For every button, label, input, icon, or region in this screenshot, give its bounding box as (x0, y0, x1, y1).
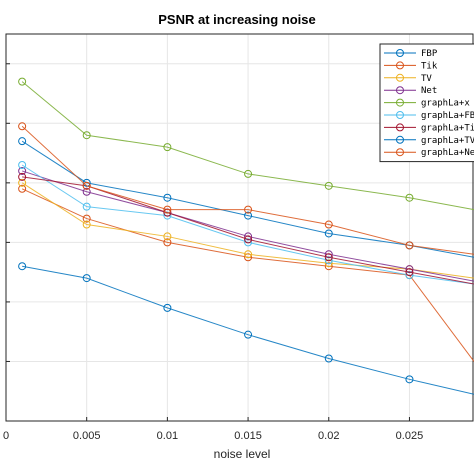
data-point (324, 250, 333, 259)
legend-marker (396, 49, 404, 57)
legend-marker (396, 135, 404, 144)
series-line (21, 164, 474, 285)
x-axis: 0 0.005 0.01 0.015 0.02 0.025 (3, 417, 423, 442)
x-tick-label: 0.01 (157, 430, 178, 442)
series-line (21, 125, 474, 255)
data-point (82, 187, 91, 196)
data-point (163, 205, 172, 214)
x-tick-label: 0.005 (73, 430, 101, 442)
series-1 (18, 262, 474, 395)
legend-label: TV (421, 74, 432, 84)
data-point (324, 220, 333, 229)
data-point (324, 262, 333, 271)
x-tick-label: 0.015 (234, 430, 262, 442)
legend-marker (396, 148, 404, 157)
legend-marker (396, 61, 404, 70)
data-point (18, 160, 27, 169)
data-point (163, 193, 172, 202)
legend-label: graphLa+TV (421, 136, 474, 146)
legend-label: graphLa+FB (421, 111, 474, 121)
data-point (244, 330, 253, 339)
legend-marker (396, 98, 404, 107)
legend-label: FBP (421, 49, 438, 59)
x-tick-label: 0.02 (318, 430, 339, 442)
series-5 (18, 77, 474, 211)
data-point (324, 181, 333, 190)
data-point (405, 268, 414, 277)
data-point (18, 172, 27, 181)
data-point (405, 241, 414, 250)
data-point (82, 202, 91, 211)
data-point (405, 193, 414, 202)
x-tick-label: 0.025 (396, 430, 424, 442)
data-point (82, 131, 91, 140)
data-point (82, 274, 91, 283)
series-line (21, 81, 474, 211)
series-line (22, 265, 474, 395)
series-line (21, 170, 474, 282)
data-point (163, 232, 172, 241)
data-point (244, 211, 253, 220)
series-group (18, 77, 474, 395)
data-point (244, 250, 253, 259)
y-axis (6, 63, 10, 362)
data-point (405, 375, 414, 384)
data-point (324, 256, 333, 265)
data-point (244, 253, 253, 262)
legend: FBP Tik TV Net graphLa+x graphLa+FB graphLa+Ti… (379, 43, 474, 163)
data-point (18, 184, 27, 193)
plot-area (5, 33, 474, 422)
legend-marker (396, 123, 404, 132)
data-point (82, 214, 91, 223)
data-point (18, 166, 27, 175)
legend-marker (396, 111, 404, 119)
data-point (163, 143, 172, 152)
data-point (324, 229, 333, 238)
chart-title: PSNR at increasing noise (158, 12, 316, 27)
data-point (244, 205, 253, 214)
data-point (18, 122, 27, 131)
data-point (163, 303, 172, 312)
legend-marker (396, 86, 404, 95)
data-point (244, 232, 253, 241)
data-point (18, 77, 27, 86)
data-point (18, 262, 27, 271)
data-point (82, 181, 91, 190)
x-tick-label: 0 (3, 430, 9, 442)
data-point (405, 271, 414, 280)
legend-label: Net (421, 86, 437, 96)
x-axis-label: noise level (214, 447, 271, 461)
data-point (244, 235, 253, 244)
series-9 (18, 122, 474, 255)
data-point (82, 220, 91, 229)
data-point (163, 208, 172, 217)
data-point (324, 259, 333, 268)
data-point (18, 178, 27, 187)
data-point (324, 354, 333, 363)
data-point (405, 265, 414, 274)
data-point (324, 253, 333, 262)
legend-label: graphLa+Ti (421, 123, 474, 133)
legend-label: graphLa+Ne (421, 148, 474, 158)
data-point (18, 137, 27, 146)
data-point (244, 169, 253, 178)
legend-marker (396, 73, 404, 82)
data-point (163, 238, 172, 247)
legend-label: graphLa+x (421, 99, 470, 109)
legend-label: Tik (421, 61, 438, 71)
